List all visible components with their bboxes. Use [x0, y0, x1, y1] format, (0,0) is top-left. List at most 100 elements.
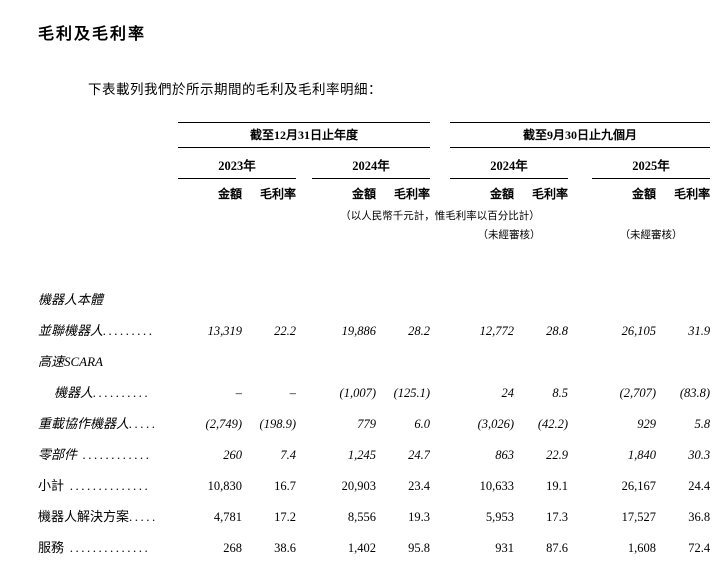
- amount-header: 金額: [351, 187, 376, 201]
- amount-cell: (2,749): [205, 417, 242, 431]
- margin-cell: –: [289, 386, 296, 400]
- row-label: 小計 ..............: [38, 478, 151, 493]
- period-header-row: 截至12月31日止年度 截至9月30日止九個月: [38, 122, 711, 148]
- dot-leader: .........: [103, 323, 155, 338]
- amount-cell: (3,026): [477, 417, 515, 431]
- amount-cell: 260: [223, 448, 242, 462]
- margin-cell: 87.6: [546, 540, 569, 555]
- margin-header: 毛利率: [532, 187, 569, 201]
- dot-leader: ..........: [93, 385, 151, 400]
- amount-cell: 20,903: [341, 479, 376, 493]
- margin-cell: 30.3: [688, 448, 711, 462]
- margin-cell: 19.1: [546, 479, 569, 493]
- margin-cell: 17.3: [546, 510, 569, 524]
- table-row-heavy-cobot: 重載協作機器人..... (2,749) (198.9) 779 6.0 (3,…: [38, 407, 710, 438]
- period-header-nine-months: 截至9月30日止九個月: [450, 122, 711, 148]
- year-header-2024: 2024年: [312, 147, 431, 179]
- margin-cell: 23.4: [408, 479, 431, 493]
- gross-profit-table: 截至12月31日止年度 截至9月30日止九個月 2023年 2024年 2024…: [38, 122, 711, 565]
- margin-cell: 28.8: [546, 324, 569, 338]
- amount-cell: 1,840: [627, 448, 657, 462]
- margin-cell: 8.5: [552, 386, 569, 400]
- amount-cell: 8,556: [347, 510, 376, 524]
- unit-note-row: （以人民幣千元計，惟毛利率以百分比計）: [38, 205, 710, 224]
- dot-leader: .....: [129, 509, 158, 524]
- margin-cell: 95.8: [408, 540, 431, 555]
- margin-cell: (83.8): [679, 386, 711, 400]
- table-row-components: 零部件 ............ 260 7.4 1,245 24.7 863 …: [38, 438, 710, 469]
- row-label: 機器人解決方案.....: [38, 509, 158, 524]
- table-row-scara-line1: 高速SCARA: [38, 345, 710, 376]
- amount-cell: 1,245: [347, 448, 376, 462]
- margin-cell: 17.2: [274, 510, 296, 524]
- row-label: 零部件 ............: [38, 447, 152, 462]
- amount-cell: (2,707): [619, 386, 657, 400]
- dot-leader: ..............: [64, 478, 151, 493]
- year-header-2025-9m: 2025年: [592, 147, 711, 179]
- row-label: 服務 ..............: [38, 540, 151, 555]
- amount-cell: –: [235, 386, 242, 400]
- amount-cell: 10,633: [479, 479, 515, 493]
- period-header-annual: 截至12月31日止年度: [178, 122, 431, 148]
- margin-cell: (198.9): [259, 417, 296, 431]
- margin-header: 毛利率: [394, 187, 431, 201]
- margin-header: 毛利率: [259, 187, 296, 201]
- table-row-services: 服務 .............. 268 38.6 1,402 95.8 93…: [38, 531, 710, 565]
- margin-cell: 5.8: [694, 417, 711, 431]
- margin-cell: 22.2: [274, 324, 296, 338]
- margin-cell: 36.8: [688, 510, 711, 524]
- margin-cell: 16.7: [274, 479, 296, 493]
- dot-leader: ..............: [64, 540, 151, 555]
- margin-header: 毛利率: [674, 187, 711, 201]
- amount-cell: 1,608: [627, 540, 657, 555]
- table-row-subtotal: 小計 .............. 10,830 16.7 20,903 23.…: [38, 469, 710, 500]
- row-label: 機器人..........: [54, 385, 151, 400]
- amount-cell: 931: [495, 540, 515, 555]
- margin-cell: 28.2: [408, 324, 431, 338]
- unit-note: （以人民幣千元計，惟毛利率以百分比計）: [340, 211, 540, 222]
- margin-cell: (125.1): [393, 386, 431, 400]
- amount-cell: 24: [501, 386, 515, 400]
- amount-cell: 929: [637, 417, 657, 431]
- amount-header: 金額: [217, 187, 242, 201]
- dot-leader: .....: [129, 416, 158, 431]
- table-row-scara-line2: 機器人.......... – – (1,007) (125.1) 24 8.5…: [38, 376, 710, 407]
- intro-text: 下表載列我們於所示期間的毛利及毛利率明細：: [88, 82, 382, 97]
- dot-leader: ............: [77, 447, 152, 462]
- margin-cell: (42.2): [537, 417, 569, 431]
- amount-header: 金額: [632, 187, 657, 201]
- amount-cell: 17,527: [621, 510, 657, 524]
- amount-cell: 26,167: [621, 479, 657, 493]
- amount-cell: 12,772: [479, 324, 515, 338]
- row-label: 機器人本體: [38, 292, 104, 307]
- amount-cell: (1,007): [339, 386, 376, 400]
- table-row-parallel-robot: 並聯機器人......... 13,319 22.2 19,886 28.2 1…: [38, 314, 710, 345]
- amount-cell: 863: [495, 448, 515, 462]
- amount-cell: 10,830: [207, 479, 242, 493]
- column-header-row: 金額 毛利率 金額 毛利率 金額 毛利率 金額 毛利率: [38, 179, 710, 206]
- amount-cell: 4,781: [213, 510, 242, 524]
- margin-cell: 24.4: [688, 479, 711, 493]
- margin-cell: 31.9: [688, 324, 711, 338]
- unaudited-note: （未經審核）: [477, 230, 541, 241]
- amount-cell: 5,953: [485, 510, 515, 524]
- year-header-2024-9m: 2024年: [450, 147, 569, 179]
- table-row-robot-body: 機器人本體: [38, 283, 710, 314]
- margin-cell: 19.3: [408, 510, 431, 524]
- year-header-row: 2023年 2024年 2024年 2025年: [38, 147, 711, 179]
- unaudited-note-row: （未經審核） （未經審核）: [38, 224, 710, 243]
- margin-cell: 24.7: [408, 448, 431, 462]
- row-label: 重載協作機器人.....: [38, 416, 158, 431]
- table-row-robot-solutions: 機器人解決方案..... 4,781 17.2 8,556 19.3 5,953…: [38, 500, 710, 531]
- amount-header: 金額: [490, 187, 515, 201]
- amount-cell: 779: [357, 417, 376, 431]
- amount-cell: 1,402: [347, 540, 376, 555]
- row-label: 並聯機器人.........: [38, 323, 155, 338]
- margin-cell: 22.9: [546, 448, 569, 462]
- amount-cell: 268: [223, 540, 242, 555]
- row-label: 高速SCARA: [38, 354, 103, 369]
- amount-cell: 26,105: [621, 324, 657, 338]
- margin-cell: 38.6: [274, 540, 296, 555]
- amount-cell: 13,319: [207, 324, 242, 338]
